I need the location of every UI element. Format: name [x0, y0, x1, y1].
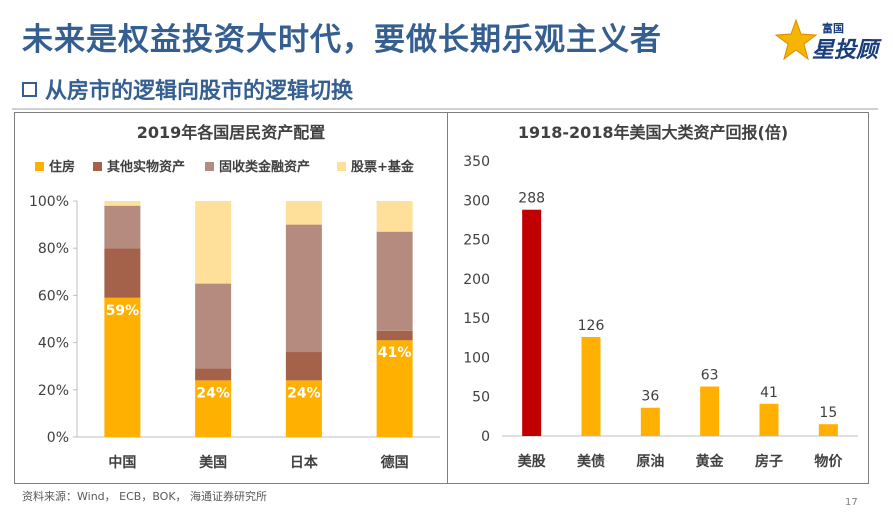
bar-固收类金融资产-美国: [195, 283, 232, 369]
data-label: 41: [760, 385, 778, 401]
chart-title: 1918-2018年美国大类资产回报(倍): [518, 123, 788, 142]
brand-logo: 富国 星投顾: [768, 14, 878, 64]
y-tick-label: 0: [481, 429, 490, 445]
legend-label-1: 其他实物资产: [107, 159, 185, 175]
legend-swatch-3: [337, 162, 346, 171]
legend-swatch-0: [35, 162, 44, 171]
bar-股票+基金-中国: [104, 201, 141, 206]
x-tick-label: 美股: [518, 453, 547, 470]
y-tick-label: 40%: [38, 336, 69, 352]
legend-label-2: 固收类金融资产: [219, 159, 310, 175]
bar-其他实物资产-德国: [376, 330, 413, 341]
legend-swatch-2: [205, 162, 214, 171]
legend-swatch-1: [93, 162, 102, 171]
bar-物价: [818, 424, 838, 436]
y-tick-label: 150: [463, 311, 490, 327]
x-tick-label: 物价: [814, 453, 843, 470]
data-label: 15: [819, 405, 837, 421]
subtitle-text: 从房市的逻辑向股市的逻辑切换: [45, 79, 354, 104]
data-label: 41%: [378, 345, 412, 361]
bar-固收类金融资产-日本: [285, 224, 322, 353]
bar-固收类金融资产-德国: [376, 231, 413, 331]
chart-title: 2019年各国居民资产配置: [137, 123, 326, 142]
bar-其他实物资产-日本: [285, 352, 322, 381]
x-tick-label: 日本: [290, 454, 319, 471]
x-tick-label: 黄金: [696, 453, 725, 470]
data-label: 59%: [106, 303, 140, 319]
section-subtitle: 从房市的逻辑向股市的逻辑切换: [22, 74, 353, 104]
logo-big-text: 星投顾: [812, 38, 879, 63]
asset-returns-chart: 1918-2018年美国大类资产回报(倍) 0 50 100 150 200 250 300 3…: [463, 123, 858, 470]
x-tick-label: 房子: [755, 453, 783, 470]
bar-住房-美国: [195, 380, 232, 437]
y-tick-label: 200: [463, 272, 490, 288]
data-label: 63: [701, 368, 719, 384]
bar-美股: [522, 209, 542, 436]
source-note: 资料来源：Wind， ECB，BOK， 海通证券研究所: [22, 490, 268, 503]
legend-label-3: 股票+基金: [351, 159, 415, 175]
data-label: 126: [578, 318, 605, 334]
bar-住房-中国: [104, 297, 141, 437]
page-title: 未来是权益投资大时代，要做长期乐观主义者: [22, 22, 662, 58]
star-icon: [774, 18, 818, 61]
bar-其他实物资产-美国: [195, 368, 232, 381]
bar-住房-日本: [285, 380, 322, 437]
bar-固收类金融资产-中国: [104, 205, 141, 249]
y-tick-label: 60%: [38, 288, 69, 304]
bar-股票+基金-德国: [376, 201, 413, 232]
x-tick-label: 美国: [199, 454, 227, 471]
asset-allocation-chart-panel: 2019年各国居民资产配置住房 其他实物资产 固收类金融资产 股票+基金 0% 20% 40…: [14, 112, 448, 484]
bar-房子: [759, 403, 779, 436]
x-tick-label: 德国: [381, 454, 409, 471]
x-tick-label: 中国: [108, 454, 136, 471]
data-label: 288: [518, 191, 545, 207]
bar-股票+基金-美国: [195, 201, 232, 284]
y-tick-label: 300: [463, 193, 490, 209]
bar-黄金: [700, 386, 720, 436]
logo-small-text: 富国: [822, 22, 844, 35]
data-label: 24%: [287, 385, 321, 401]
page-number: 17: [845, 497, 858, 508]
header-divider: [12, 108, 878, 110]
bar-美债: [581, 337, 601, 436]
y-tick-label: 100: [463, 350, 490, 366]
x-tick-label: 美债: [577, 453, 605, 470]
x-tick-label: 原油: [636, 453, 664, 470]
bar-原油: [640, 407, 660, 436]
y-tick-label: 0%: [47, 430, 69, 446]
data-label: 24%: [196, 385, 230, 401]
data-label: 36: [641, 389, 659, 405]
y-tick-label: 100%: [29, 194, 69, 210]
y-tick-label: 50: [472, 390, 490, 406]
y-tick-label: 250: [463, 233, 490, 249]
asset-returns-chart-panel: 1918-2018年美国大类资产回报(倍) 0 50 100 150 200 250 300 3…: [447, 112, 869, 484]
y-tick-label: 80%: [38, 241, 69, 257]
bar-其他实物资产-中国: [104, 248, 141, 298]
bar-住房-德国: [376, 340, 413, 437]
legend-label-0: 住房: [49, 159, 75, 175]
y-tick-label: 350: [463, 154, 490, 170]
bar-股票+基金-日本: [285, 201, 322, 225]
square-bullet-icon: [22, 81, 37, 97]
y-tick-label: 20%: [38, 383, 69, 399]
